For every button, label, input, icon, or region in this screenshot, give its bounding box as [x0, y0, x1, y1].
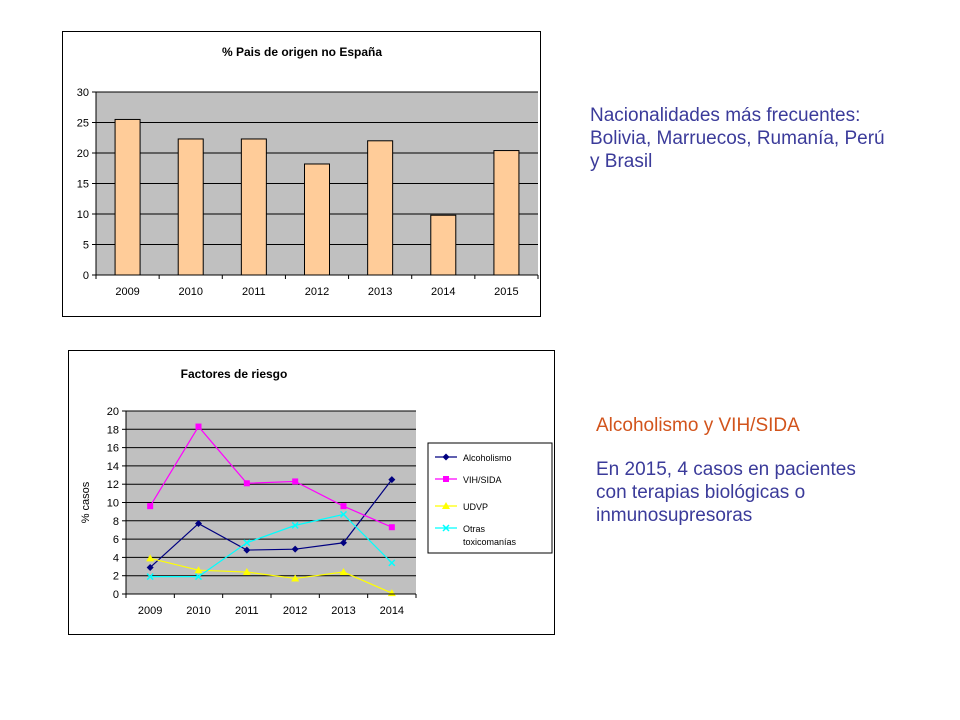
risk-factors-heading: Alcoholismo y VIH/SIDA	[596, 414, 896, 437]
bar	[430, 214, 457, 276]
legend-label: toxicomanías	[463, 537, 517, 547]
legend-label: UDVP	[463, 502, 488, 512]
y-tick-label: 25	[77, 118, 89, 130]
bar	[367, 140, 394, 276]
legend-label: VIH/SIDA	[463, 475, 502, 485]
origin-bar-chart-svg: % Pais de origen no España 0 5 10 15 20 25 30 20…	[77, 45, 539, 298]
x-tick-label: 2009	[138, 605, 162, 617]
bar	[177, 138, 204, 276]
data-point	[291, 521, 299, 529]
x-tick-label: 2010	[186, 605, 210, 617]
y-tick-label: 15	[77, 179, 89, 191]
x-tick-label: 2013	[331, 605, 355, 617]
legend-swatch-marker	[443, 476, 449, 482]
data-point	[388, 559, 396, 567]
data-point	[291, 574, 300, 582]
risk-factors-line-chart-svg: Factores de riesgo 0 2 4 6 8 10 12 14 16 18 20 % cas…	[80, 367, 553, 617]
legend-swatch-marker	[442, 502, 450, 509]
data-point	[291, 545, 299, 553]
bar	[240, 138, 267, 276]
data-point	[340, 503, 347, 510]
series-line	[150, 513, 393, 578]
y-tick-label: 16	[107, 443, 119, 455]
data-point	[194, 566, 203, 574]
x-tick-label: 2014	[380, 605, 404, 617]
series-line	[149, 425, 393, 528]
origin-bar-chart: % Pais de origen no España 0 5 10 15 20 25 30 20…	[62, 31, 541, 317]
y-axis-label: % casos	[80, 481, 92, 523]
x-tick-label: 2013	[368, 286, 392, 298]
data-point	[146, 563, 154, 571]
data-point	[194, 573, 203, 581]
risk-factors-heading-text: Alcoholismo y VIH/SIDA	[596, 415, 800, 436]
data-point	[147, 503, 154, 510]
data-point	[242, 568, 251, 576]
cases-2015-paragraph: En 2015, 4 casos en pacientes con terapi…	[596, 459, 856, 526]
x-tick-label: 2015	[494, 286, 518, 298]
bar	[493, 150, 520, 276]
data-point	[243, 539, 251, 547]
x-tick-label: 2011	[235, 605, 259, 617]
y-tick-label: 18	[107, 424, 119, 436]
data-point	[146, 554, 155, 562]
data-point	[388, 476, 396, 484]
y-tick-label: 4	[113, 552, 119, 564]
risk-factors-line-chart: Factores de riesgo 0 2 4 6 8 10 12 14 16 18 20 % cas…	[68, 350, 555, 635]
y-tick-label: 5	[83, 240, 89, 252]
chart-title: % Pais de origen no España	[222, 45, 382, 59]
series-line	[150, 557, 393, 594]
data-point	[339, 510, 348, 518]
data-point	[243, 480, 250, 487]
y-tick-label: 2	[113, 571, 119, 583]
y-tick-label: 20	[107, 406, 119, 418]
x-tick-label: 2011	[242, 286, 266, 298]
y-tick-label: 30	[77, 87, 89, 99]
x-tick-label: 2012	[305, 286, 329, 298]
nationalities-text: Nacionalidades más frecuentes: Bolivia, …	[590, 104, 890, 173]
y-tick-label: 14	[107, 461, 119, 473]
y-tick-label: 6	[113, 534, 119, 546]
legend-label: Alcoholismo	[463, 453, 512, 463]
series-line	[149, 479, 393, 568]
data-point	[340, 539, 347, 547]
legend-label: Otras	[463, 524, 486, 534]
x-tick-label: 2009	[115, 286, 139, 298]
chart-title: Factores de riesgo	[181, 367, 288, 381]
y-tick-label: 12	[107, 479, 119, 491]
data-point	[243, 546, 251, 554]
y-tick-label: 10	[107, 498, 119, 510]
y-tick-label: 0	[83, 270, 89, 282]
cases-2015-text: En 2015, 4 casos en pacientes con terapi…	[596, 458, 876, 527]
x-tick-label: 2012	[283, 605, 307, 617]
nationalities-paragraph: Nacionalidades más frecuentes: Bolivia, …	[590, 105, 885, 172]
data-point	[146, 573, 154, 581]
y-tick-label: 0	[113, 589, 119, 601]
legend-box	[427, 442, 553, 554]
legend-swatch-marker	[442, 453, 450, 461]
y-tick-label: 8	[113, 516, 119, 528]
y-tick-label: 10	[77, 209, 89, 221]
data-point	[292, 478, 299, 485]
data-point	[195, 423, 202, 430]
bar	[114, 118, 141, 276]
x-tick-label: 2010	[178, 286, 202, 298]
data-point	[339, 568, 348, 576]
data-point	[388, 524, 395, 531]
data-point	[195, 520, 202, 528]
x-tick-label: 2014	[431, 286, 455, 298]
legend-swatch-marker	[442, 524, 450, 532]
bar	[304, 163, 330, 276]
y-tick-label: 20	[77, 148, 89, 160]
